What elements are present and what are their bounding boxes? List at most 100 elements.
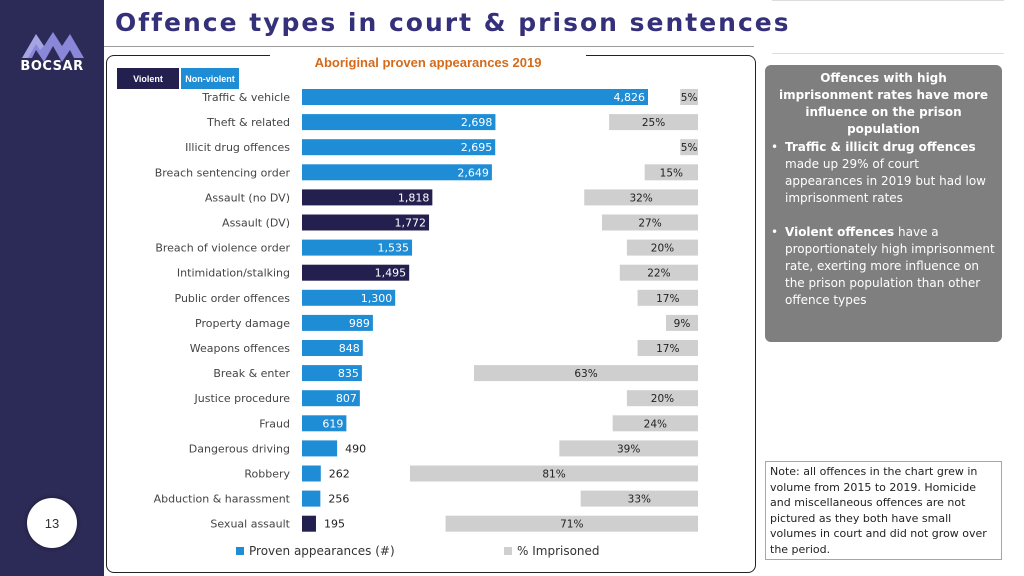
bullet-icon: • xyxy=(771,225,779,239)
gavel-icon[interactable] xyxy=(957,7,999,49)
appearances-value-label: 2,698 xyxy=(461,116,493,129)
appearances-bar xyxy=(302,515,316,532)
imprisoned-bar xyxy=(619,264,698,281)
imprisoned-bar xyxy=(680,139,698,156)
imprisoned-value-label: 71% xyxy=(560,519,583,531)
appearances-bar xyxy=(302,214,430,231)
imprisoned-value-label: 5% xyxy=(681,92,698,104)
imprisoned-value-label: 9% xyxy=(674,318,691,330)
sidebar: BOCSAR 13 xyxy=(0,0,104,576)
appearances-bar xyxy=(302,139,496,156)
category-label: Assault (no DV) xyxy=(205,191,290,204)
category-label: Abduction & harassment xyxy=(154,493,291,506)
appearances-value-label: 2,649 xyxy=(457,166,489,179)
imprisoned-value-label: 32% xyxy=(629,192,652,204)
imprisoned-bar xyxy=(602,214,698,231)
appearances-value-label: 1,818 xyxy=(398,191,430,204)
bicycle-icon[interactable] xyxy=(912,7,954,49)
category-label: Illicit drug offences xyxy=(185,141,290,154)
appearances-value-label: 4,826 xyxy=(614,91,646,104)
imprisoned-value-label: 17% xyxy=(656,293,679,305)
category-label: Public order offences xyxy=(175,292,291,305)
appearances-bar xyxy=(302,390,360,407)
imprisoned-bar xyxy=(584,189,698,206)
imprisoned-bar xyxy=(580,490,698,507)
appearances-value-label: 989 xyxy=(349,317,370,330)
appearances-bar xyxy=(302,164,492,181)
appearances-value-label: 1,300 xyxy=(361,292,393,305)
finding-traffic-drug-text: made up 29% of court appearances in 2019… xyxy=(785,157,986,205)
key-findings-panel: Offences with high imprisonment rates ha… xyxy=(765,65,1002,342)
category-label: Sexual assault xyxy=(210,518,290,531)
appearances-bar xyxy=(302,114,496,131)
imprisoned-value-label: 33% xyxy=(628,494,651,506)
appearances-value-label: 807 xyxy=(336,392,357,405)
appearances-value-label: 256 xyxy=(328,493,349,506)
category-label: Breach of violence order xyxy=(155,242,290,255)
category-label: Robbery xyxy=(244,468,290,481)
imprisoned-bar xyxy=(559,440,698,457)
category-label: Justice procedure xyxy=(194,392,291,405)
appearances-value-label: 1,772 xyxy=(395,217,427,230)
appearances-bar xyxy=(302,239,413,256)
police-officer-icon[interactable] xyxy=(867,7,909,49)
category-label: Property damage xyxy=(195,317,290,330)
legend-proven-label: Proven appearances (#) xyxy=(249,544,395,558)
legend-non-violent: Non-violent xyxy=(181,68,239,89)
imprisoned-value-label: 15% xyxy=(660,167,683,179)
key-findings-heading: Offences with high imprisonment rates ha… xyxy=(778,71,989,136)
appearances-value-label: 619 xyxy=(322,417,343,430)
category-label: Assault (DV) xyxy=(222,217,290,230)
page-title: Offence types in court & prison sentence… xyxy=(115,8,791,37)
appearances-value-label: 195 xyxy=(324,518,345,531)
category-label: Traffic & vehicle xyxy=(201,91,290,104)
bullet-icon: • xyxy=(771,140,779,154)
imprisoned-value-label: 25% xyxy=(642,117,665,129)
imprisoned-value-label: 20% xyxy=(651,393,674,405)
chart-trend-icon[interactable] xyxy=(776,7,818,49)
imprisoned-value-label: 22% xyxy=(647,268,670,280)
appearances-value-label: 1,495 xyxy=(375,267,407,280)
imprisoned-bar xyxy=(410,465,698,482)
legend-violent: Violent xyxy=(117,68,179,89)
imprisoned-bar xyxy=(626,239,698,256)
category-label: Fraud xyxy=(259,417,290,430)
imprisoned-bar xyxy=(680,89,698,105)
imprisoned-value-label: 20% xyxy=(651,243,674,255)
legend-imprisoned: % Imprisoned xyxy=(504,544,600,558)
appearances-value-label: 1,535 xyxy=(378,242,410,255)
appearances-bar xyxy=(302,289,396,306)
imprisoned-value-label: 39% xyxy=(617,443,640,455)
appearances-bar xyxy=(302,264,410,281)
brand-name: BOCSAR xyxy=(20,59,84,74)
legend-imprisoned-label: % Imprisoned xyxy=(517,544,600,558)
imprisoned-bar xyxy=(609,114,698,131)
appearances-bar xyxy=(302,440,338,457)
imprisoned-value-label: 63% xyxy=(574,368,597,380)
imprisoned-bar xyxy=(644,164,698,181)
imprisoned-bar xyxy=(626,390,698,407)
title-divider xyxy=(104,46,754,47)
people-icon[interactable] xyxy=(821,7,863,49)
finding-traffic-drug-bold: Traffic & illicit drug offences xyxy=(785,140,976,154)
appearances-bar xyxy=(302,415,347,432)
category-label: Theft & related xyxy=(206,116,290,129)
appearances-value-label: 835 xyxy=(338,367,359,380)
finding-violent: • Violent offences have a proportionatel… xyxy=(771,224,999,309)
legend-proven: Proven appearances (#) xyxy=(236,544,395,558)
category-label: Dangerous driving xyxy=(189,442,290,455)
appearances-value-label: 2,695 xyxy=(461,141,493,154)
appearances-value-label: 490 xyxy=(345,442,366,455)
finding-violent-text: have a proportionately high imprisonment… xyxy=(785,225,995,307)
appearances-value-label: 262 xyxy=(329,468,350,481)
page-number: 13 xyxy=(27,498,77,548)
imprisoned-value-label: 81% xyxy=(542,469,565,481)
imprisoned-bar xyxy=(637,289,698,306)
finding-violent-bold: Violent offences xyxy=(785,225,895,239)
category-label: Weapons offences xyxy=(190,342,291,355)
chart-title: Aboriginal proven appearances 2019 xyxy=(270,55,586,70)
appearances-bar xyxy=(302,89,648,105)
appearances-bar xyxy=(302,189,433,206)
imprisoned-value-label: 5% xyxy=(681,142,698,154)
